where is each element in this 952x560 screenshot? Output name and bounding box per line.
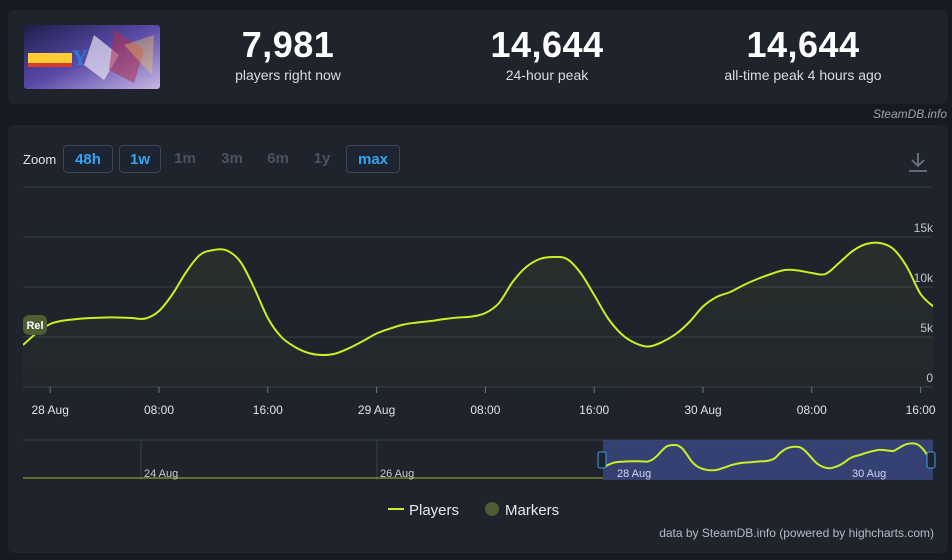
y-tick-label: 15k [914,221,934,235]
release-marker-label: Rel [26,320,43,332]
navigator-handle-right[interactable] [926,451,936,469]
svg-text:Y: Y [72,45,88,70]
stat-alltime-peak-label: all-time peak 4 hours ago [724,67,882,83]
players-area [23,242,933,387]
steamdb-credit[interactable]: SteamDB.info [872,107,947,121]
x-tick-label: 16:00 [906,403,936,417]
line-layer [23,241,934,357]
zoom-1w-button[interactable]: 1w [119,145,161,173]
stat-alltime-peak-value: 14,644 [746,24,860,65]
players-series-line[interactable] [23,241,934,357]
navigator-label: 28 Aug [617,468,651,480]
stat-24h-peak-value: 14,644 [490,24,604,65]
x-tick-label: 08:00 [797,403,827,417]
stat-current: 7,981 players right now [230,24,346,84]
zoom-1y-button[interactable]: 1y [313,150,331,167]
stat-current-label: players right now [235,67,341,83]
x-tick-label: 30 Aug [684,403,721,417]
stat-24h-peak-label: 24-hour peak [505,67,589,83]
release-marker[interactable] [23,315,47,335]
x-tick-label: 28 Aug [32,403,69,417]
zoom-label: Zoom [23,152,57,167]
x-tick-label: 29 Aug [358,403,395,417]
x-tick-label: 08:00 [470,403,500,417]
zoom-max-button[interactable]: max [346,145,400,173]
navigator-series-line [602,442,934,472]
y-tick-label: 10k [914,271,934,285]
navigator-label: 24 Aug [144,468,178,480]
x-axis-labels: 28 Aug 08:00 16:00 29 Aug 08:00 16:00 30 Aug 08… [32,387,936,417]
stat-current-value: 7,981 [241,24,335,65]
area-fill [23,242,933,387]
y-tick-label: 5k [920,321,934,335]
summary-card: Y 7,981 players right now 14,644 24-hour… [8,10,948,104]
stat-alltime-peak: 14,644 all-time peak 4 hours ago [708,24,898,84]
footer-credit[interactable]: data by SteamDB.info (powered by highcha… [659,526,934,540]
y-axis-labels: 0 5k 10k 15k [914,221,934,385]
x-tick-label: 08:00 [144,403,174,417]
x-tick-label: 16:00 [579,403,609,417]
game-thumbnail[interactable]: Y [24,25,160,89]
stat-24h-peak: 14,644 24-hour peak [474,24,620,84]
navigator-label: 30 Aug [852,468,886,480]
download-icon[interactable] [906,150,930,174]
legend[interactable]: Players Markers [388,502,559,519]
legend-markers-swatch[interactable] [485,502,499,516]
markers-layer[interactable]: Rel [23,315,47,335]
game-art-image: Y [24,25,160,89]
zoom-1m-button[interactable]: 1m [174,150,196,167]
zoom-6m-button[interactable]: 6m [267,150,289,167]
navigator-label: 26 Aug [380,468,414,480]
legend-markers-label[interactable]: Markers [505,502,559,519]
y-tick-label: 0 [926,371,933,385]
navigator-handle-left[interactable] [597,451,607,469]
zoom-3m-button[interactable]: 3m [221,150,243,167]
zoom-48h-button[interactable]: 48h [63,145,113,173]
navigator[interactable]: 24 Aug 26 Aug 28 Aug 30 Aug [23,439,936,480]
x-tick-label: 16:00 [253,403,283,417]
legend-players-label[interactable]: Players [409,502,459,519]
